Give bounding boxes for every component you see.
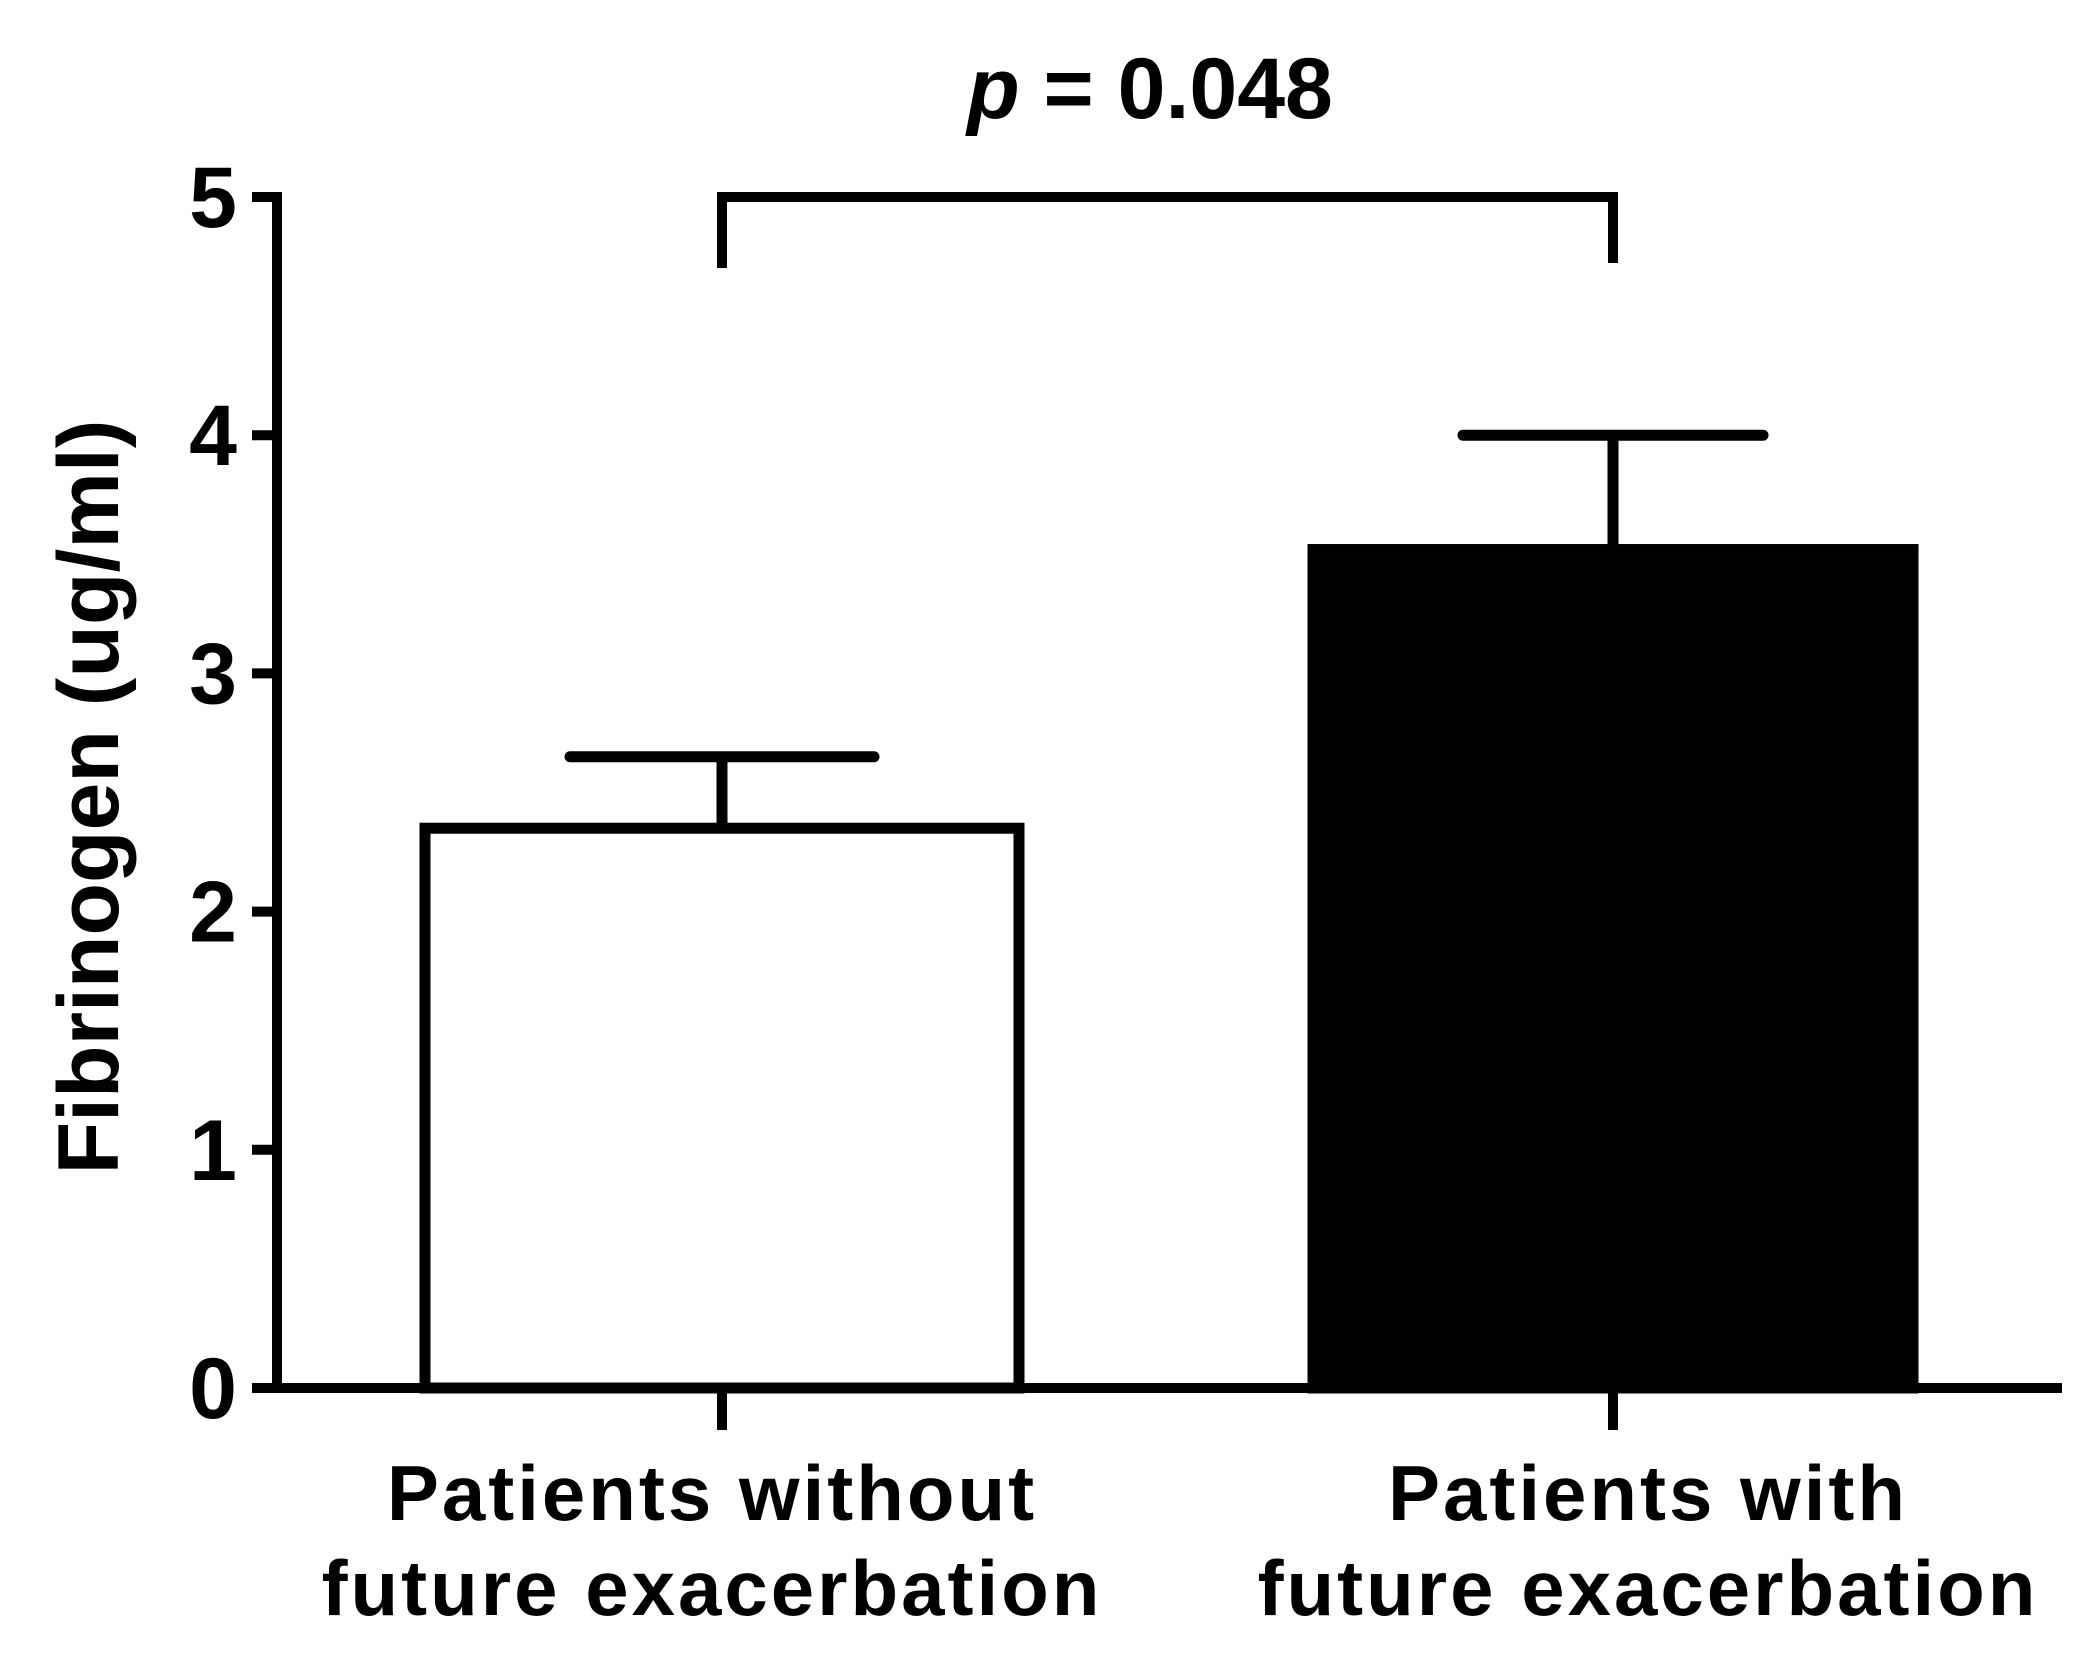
bracket-line <box>717 192 1618 268</box>
error-bars <box>564 429 1769 829</box>
x-label-1-line-1: Patients without <box>387 1449 1037 1537</box>
y-axis-title: Fibrinogen (ug/ml) <box>41 420 137 1175</box>
p-value: = 0.048 <box>1020 41 1333 137</box>
bar-2 <box>1307 544 1919 1394</box>
y-tick-label-0: 0 <box>189 1341 237 1437</box>
p-value-label: p = 0.048 <box>965 41 1333 137</box>
y-tick-label-1: 1 <box>189 1103 237 1199</box>
x-label-1-line-2: future exacerbation <box>322 1544 1103 1632</box>
y-tick-label-5: 5 <box>189 150 237 246</box>
y-tick-label-3: 3 <box>189 626 237 722</box>
x-label-2-line-1: Patients with <box>1388 1449 1908 1537</box>
x-label-2-line-2: future exacerbation <box>1258 1544 2039 1632</box>
bars <box>419 544 1919 1394</box>
y-tick-label-2: 2 <box>189 865 237 961</box>
significance-bracket <box>717 192 1618 268</box>
p-symbol: p <box>965 41 1020 137</box>
bar-1 <box>419 822 1025 1394</box>
y-tick-label-4: 4 <box>189 388 237 484</box>
